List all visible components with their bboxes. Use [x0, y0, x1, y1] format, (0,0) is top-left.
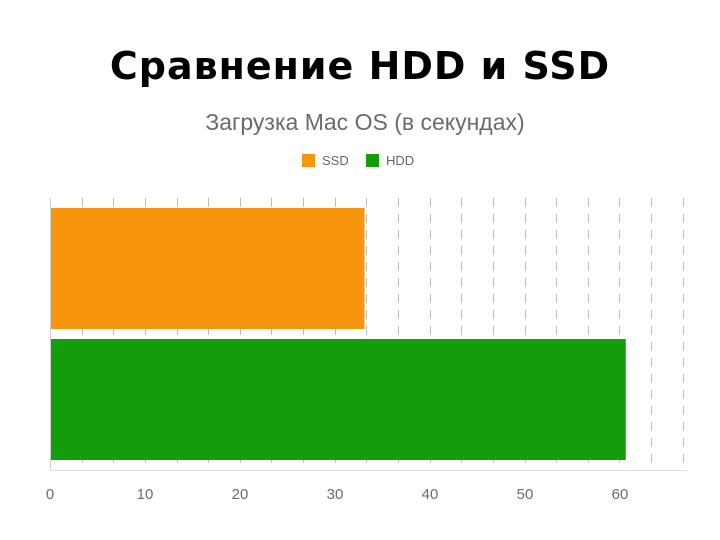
- x-tick-label: 30: [327, 486, 344, 503]
- x-tick-label: 40: [422, 486, 439, 503]
- x-axis: 0 10 20 30 40 50 60: [46, 198, 687, 503]
- legend-label-ssd: SSD: [322, 153, 349, 168]
- x-tick-label: 10: [137, 486, 154, 503]
- x-tick-label: 50: [517, 486, 534, 503]
- chart-title: Загрузка Mac OS (в секундах): [205, 109, 524, 135]
- chart-legend: SSD HDD: [302, 153, 414, 168]
- legend-swatch-hdd: [366, 154, 379, 167]
- legend-swatch-ssd: [302, 154, 315, 167]
- slide-title: Сравнение HDD и SSD: [109, 44, 611, 88]
- x-tick-label: 60: [612, 486, 629, 503]
- x-tick-label: 20: [232, 486, 249, 503]
- bar-hdd: [51, 339, 626, 460]
- legend-label-hdd: HDD: [386, 153, 414, 168]
- chart-bars: [51, 208, 626, 460]
- x-tick-label: 0: [46, 486, 54, 503]
- bar-ssd: [51, 208, 365, 329]
